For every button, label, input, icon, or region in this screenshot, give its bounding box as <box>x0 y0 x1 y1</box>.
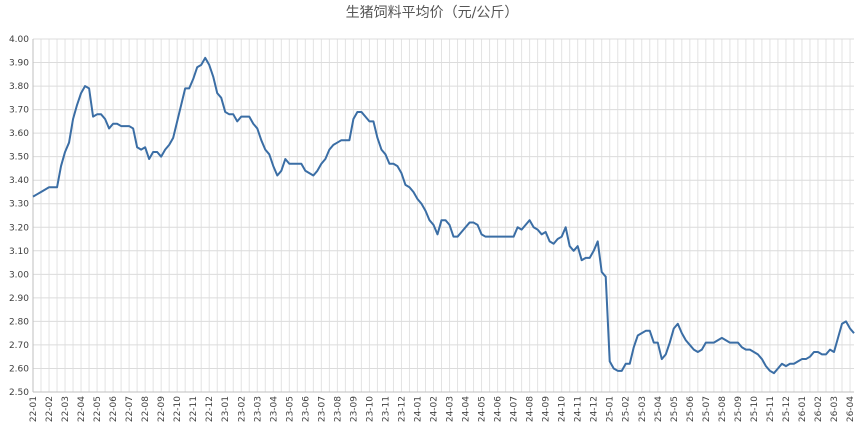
y-tick-label: 3.00 <box>9 270 29 280</box>
x-tick-label: 24-01 <box>413 396 423 422</box>
x-tick-label: 24-10 <box>558 396 568 422</box>
x-tick-label: 25-11 <box>766 396 776 422</box>
y-tick-label: 3.90 <box>9 59 29 69</box>
y-tick-label: 3.50 <box>9 153 29 163</box>
x-tick-label: 22-11 <box>189 396 199 422</box>
x-tick-label: 24-09 <box>542 396 552 422</box>
x-tick-label: 23-10 <box>365 396 375 422</box>
y-tick-label: 2.50 <box>9 388 29 398</box>
x-tick-label: 22-06 <box>109 396 119 422</box>
x-tick-label: 25-04 <box>654 396 664 422</box>
x-tick-label: 26-01 <box>798 396 808 422</box>
y-tick-label: 2.80 <box>9 317 29 327</box>
y-tick-label: 2.70 <box>9 341 29 351</box>
x-tick-label: 24-06 <box>494 396 504 422</box>
x-tick-label: 25-08 <box>718 396 728 422</box>
x-tick-label: 25-10 <box>750 396 760 422</box>
x-tick-label: 23-11 <box>381 396 391 422</box>
x-tick-label: 24-02 <box>430 396 440 422</box>
x-tick-label: 23-02 <box>237 396 247 422</box>
x-tick-label: 22-03 <box>61 396 71 422</box>
x-tick-label: 24-08 <box>526 396 536 422</box>
y-tick-label: 3.10 <box>9 247 29 257</box>
x-tick-label: 22-05 <box>93 396 103 422</box>
x-tick-label: 24-12 <box>590 396 600 422</box>
x-tick-label: 24-11 <box>574 396 584 422</box>
chart-title: 生猪饲料平均价（元/公斤） <box>346 5 519 21</box>
x-tick-label: 22-09 <box>157 396 167 422</box>
x-tick-label: 25-01 <box>606 396 616 422</box>
price-line <box>32 56 855 375</box>
y-tick-label: 4.00 <box>9 35 29 45</box>
x-tick-label: 23-08 <box>333 396 343 422</box>
y-tick-label: 3.60 <box>9 129 29 139</box>
y-tick-label: 3.30 <box>9 200 29 210</box>
x-tick-label: 23-09 <box>349 396 359 422</box>
y-tick-label: 2.90 <box>9 294 29 304</box>
x-tick-label: 25-06 <box>686 396 696 422</box>
x-tick-label: 23-06 <box>301 396 311 422</box>
x-tick-label: 22-07 <box>125 396 135 422</box>
y-tick-label: 3.20 <box>9 223 29 233</box>
x-tick-label: 23-07 <box>317 396 327 422</box>
x-tick-label: 22-04 <box>77 396 87 422</box>
x-tick-label: 24-03 <box>446 396 456 422</box>
x-tick-label: 25-07 <box>702 396 712 422</box>
x-tick-label: 23-12 <box>397 396 407 422</box>
x-tick-label: 22-08 <box>141 396 151 422</box>
x-tick-label: 24-05 <box>478 396 488 422</box>
x-tick-label: 26-03 <box>830 396 840 422</box>
x-tick-label: 22-10 <box>173 396 183 422</box>
x-tick-label: 25-03 <box>638 396 648 422</box>
x-tick-label: 24-07 <box>510 396 520 422</box>
x-tick-label: 22-02 <box>45 396 55 422</box>
y-tick-label: 3.80 <box>9 82 29 92</box>
y-tick-label: 3.40 <box>9 176 29 186</box>
x-tick-label: 24-04 <box>462 396 472 422</box>
x-tick-label: 22-01 <box>29 396 39 422</box>
x-tick-label: 23-01 <box>221 396 231 422</box>
x-tick-label: 26-02 <box>814 396 824 422</box>
y-tick-label: 2.60 <box>9 364 29 374</box>
x-tick-label: 25-09 <box>734 396 744 422</box>
x-tick-label: 26-04 <box>846 396 856 422</box>
x-tick-label: 23-05 <box>285 396 295 422</box>
x-tick-label: 23-03 <box>253 396 263 422</box>
y-tick-label: 3.70 <box>9 106 29 116</box>
x-tick-label: 25-02 <box>622 396 632 422</box>
x-tick-label: 25-05 <box>670 396 680 422</box>
x-tick-label: 23-04 <box>269 396 279 422</box>
x-tick-label: 25-12 <box>782 396 792 422</box>
x-tick-label: 22-12 <box>205 396 215 422</box>
